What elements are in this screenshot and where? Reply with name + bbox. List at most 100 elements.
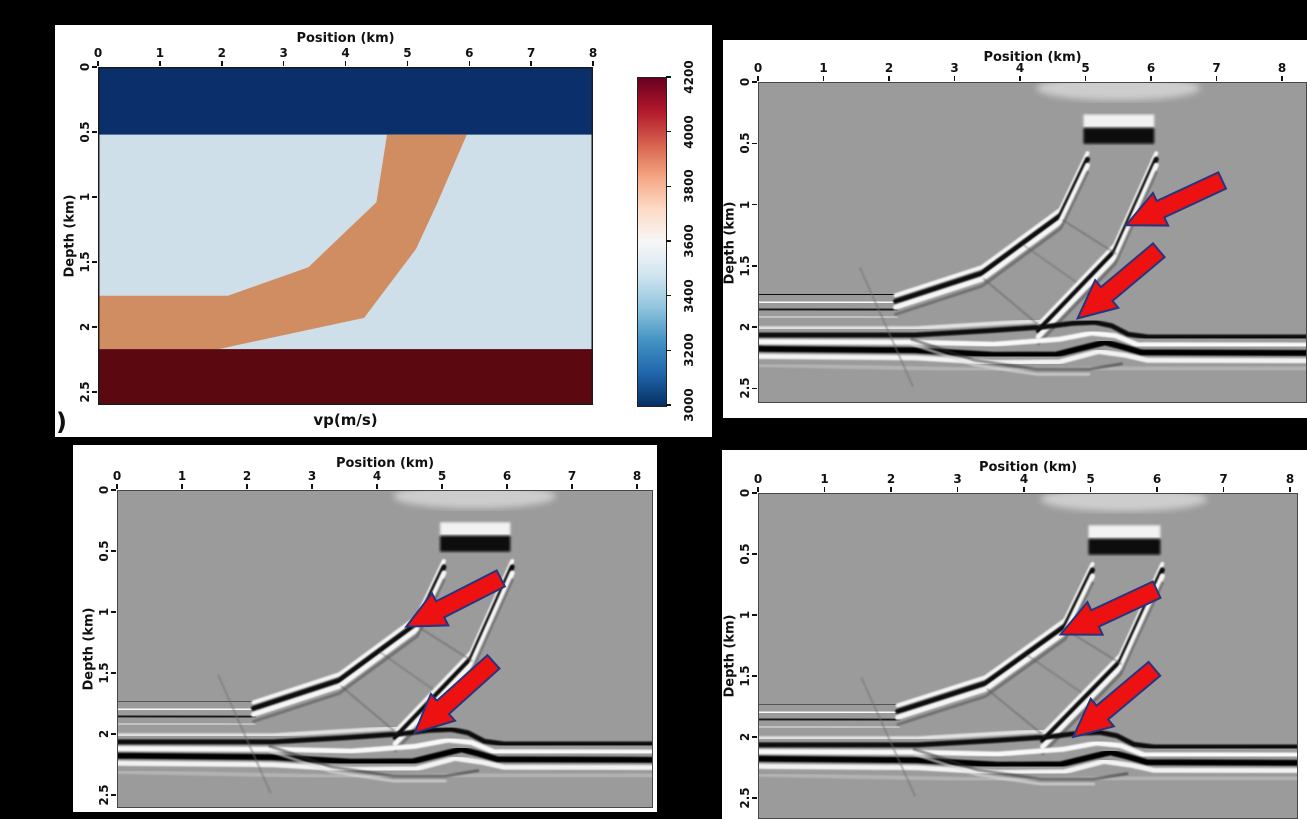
reflector-event: [755, 339, 1307, 358]
reflector-event: [379, 651, 434, 690]
x-axis-title: Position (km): [978, 460, 1078, 475]
reflector-event: [860, 677, 916, 797]
reflector-event: [1026, 654, 1082, 693]
reflector-event: [756, 728, 1046, 741]
reflector-event: [1040, 573, 1165, 750]
reflector-event: [251, 558, 446, 705]
reflector-event: [910, 337, 1123, 371]
x-tick-mark: [1281, 76, 1283, 81]
x-tick-mark: [1289, 487, 1291, 492]
x-tick-label: 7: [567, 469, 577, 483]
reflector-band: [1088, 525, 1161, 539]
x-tick-mark: [757, 487, 759, 492]
y-tick-label: 1: [78, 192, 92, 202]
x-tick-label: 4: [1019, 472, 1029, 486]
x-tick-mark: [344, 61, 347, 66]
reflector-event: [114, 755, 657, 772]
y-tick-label: 1: [738, 200, 752, 209]
y-tick-label: 0: [738, 488, 752, 498]
y-tick-mark: [111, 672, 116, 674]
reflector-event: [217, 674, 272, 794]
velocity-model-svg: [98, 67, 593, 408]
reflector-event: [1062, 219, 1117, 255]
reflector-event: [115, 713, 256, 720]
colorbar-caption: vp(m/s): [313, 411, 378, 429]
seismic-image: [754, 75, 1307, 403]
annotation-arrow: [1058, 580, 1162, 636]
x-tick-label: 3: [279, 46, 288, 60]
y-tick-label: 0.5: [738, 132, 752, 154]
reflector-event: [755, 330, 1307, 348]
x-axis-title: Position (km): [296, 31, 395, 46]
reflector-event: [912, 752, 1096, 786]
seismic-image: [113, 483, 657, 808]
x-tick-mark: [221, 61, 223, 66]
reflector-event: [115, 721, 256, 727]
red-arrow-icon: [412, 653, 501, 735]
reflector-band: [1083, 127, 1155, 144]
y-tick-mark: [752, 142, 757, 144]
y-tick-mark: [752, 492, 757, 494]
x-tick-label: 1: [820, 472, 829, 486]
y-tick-mark: [111, 550, 116, 552]
colorbar-tick-mark: [666, 185, 671, 188]
y-tick-mark: [92, 391, 97, 393]
reflector-event: [986, 688, 1045, 737]
x-tick-label: 6: [1146, 61, 1156, 75]
y-tick-mark: [752, 614, 757, 616]
x-tick-mark: [1222, 487, 1225, 492]
colorbar-tick-mark: [666, 404, 671, 406]
reflector-event: [1041, 581, 1164, 756]
reflector-event: [756, 306, 898, 313]
x-tick-mark: [1156, 487, 1158, 492]
y-axis-title: Depth (km): [722, 614, 738, 698]
reflector-event: [755, 299, 900, 305]
y-tick-label: 1: [738, 610, 752, 620]
x-tick-mark: [97, 61, 99, 66]
reflector-event: [755, 740, 1307, 758]
x-tick-label: 8: [588, 46, 598, 60]
panel-c-migration-image: Position (km) Depth (km) 0 1 2 3 4 5 6 7 8 0 0.5 1 1…: [73, 445, 657, 812]
y-tick-label: 1.5: [738, 255, 752, 277]
red-arrow-icon: [1071, 660, 1162, 739]
x-tick-label: 6: [502, 469, 512, 483]
colorbar-tick-label: 3400: [682, 278, 696, 313]
reflector-event: [893, 156, 1090, 304]
y-tick-label: 2.5: [738, 787, 752, 809]
shallow-layer: [98, 67, 593, 135]
y-tick-mark: [92, 196, 97, 198]
colorbar-tick-label: 3600: [682, 224, 696, 258]
reflector-event: [340, 685, 398, 734]
y-tick-mark: [111, 611, 116, 613]
y-tick-mark: [752, 265, 757, 267]
y-tick-label: 1.5: [738, 665, 752, 687]
y-tick-mark: [752, 203, 757, 206]
x-axis-title: Position (km): [335, 456, 435, 471]
y-axis-title: Depth (km): [62, 194, 78, 278]
dipping-channel-layer: [98, 134, 467, 350]
colorbar-strip: [637, 77, 667, 407]
y-tick-label: 1: [97, 607, 111, 617]
x-tick-mark: [953, 76, 956, 81]
y-tick-mark: [752, 797, 757, 799]
y-axis-title: Depth (km): [81, 607, 97, 691]
x-tick-mark: [823, 487, 826, 492]
x-tick-mark: [530, 61, 532, 66]
colorbar-tick-label: 3000: [682, 388, 696, 422]
x-tick-mark: [636, 484, 638, 489]
y-tick-label: 2: [738, 322, 752, 332]
x-tick-label: 3: [953, 472, 962, 486]
annotation-arrow: [404, 569, 507, 628]
reflector-event: [755, 749, 1307, 768]
x-tick-mark: [1019, 76, 1021, 81]
x-tick-mark: [468, 61, 470, 66]
red-arrow-icon: [1058, 580, 1162, 636]
y-tick-mark: [92, 261, 97, 263]
colorbar-tick-mark: [666, 76, 671, 78]
amplitude-smear: [393, 483, 556, 509]
x-tick-mark: [1150, 76, 1152, 81]
y-tick-label: 0.5: [78, 121, 92, 143]
annotation-arrow: [1123, 171, 1228, 227]
